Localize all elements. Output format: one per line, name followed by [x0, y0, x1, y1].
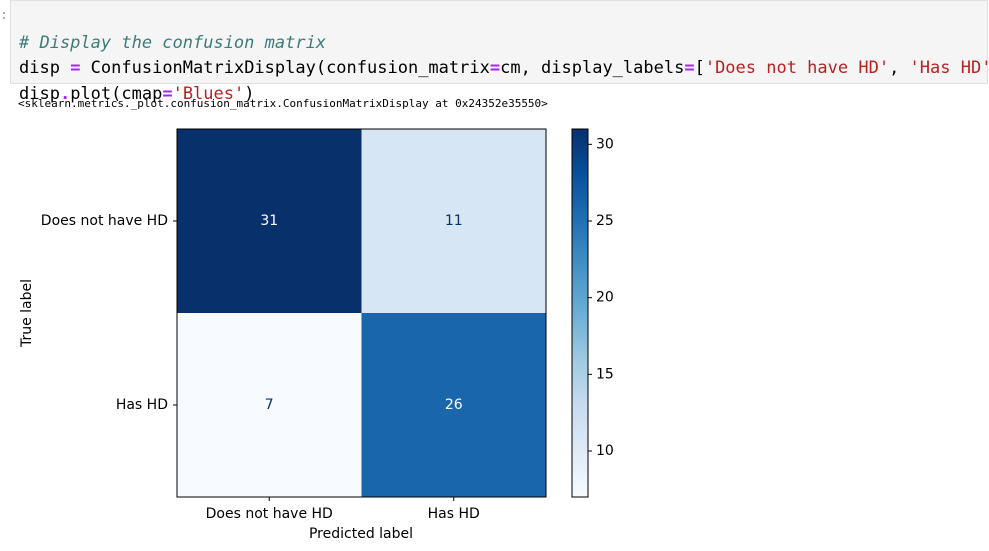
code-cell[interactable]: # Display the confusion matrix disp = Con…: [10, 0, 989, 104]
code: # Display the confusion matrix disp = Con…: [19, 5, 989, 158]
colorbar-tick-label: 20: [596, 290, 614, 306]
code-line: disp = ConfusionMatrixDisplay(confusion_…: [19, 56, 989, 82]
colorbar-tick-label: 15: [596, 366, 614, 382]
token: cm, display_labels: [500, 58, 685, 78]
x-tick-label: Does not have HD: [206, 506, 333, 522]
cell-label: 26: [445, 397, 463, 413]
heatmap-cell: [361, 313, 546, 497]
x-axis-label: Predicted label: [309, 526, 413, 542]
token: disp: [19, 58, 71, 78]
token: ConfusionMatrixDisplay(confusion_matrix: [80, 58, 490, 78]
cell-label: 31: [260, 213, 278, 229]
plot-frame: [176, 128, 547, 498]
y-tick-label: Does not have HD: [41, 213, 168, 229]
token: plot(cmap: [70, 83, 163, 104]
code-line: disp.plot(cmap='Blues'): [19, 82, 989, 108]
heatmap-cell: [177, 129, 362, 313]
prompt: :: [0, 8, 8, 23]
cell-label: 7: [265, 397, 274, 413]
token: =: [70, 58, 81, 78]
colorbar-tick-label: 25: [596, 213, 614, 229]
cell-label: 11: [445, 213, 463, 229]
token: ,: [889, 58, 910, 78]
token: 'Blues': [172, 83, 245, 104]
heatmap-cell: [177, 313, 362, 497]
token: .: [59, 83, 71, 104]
code-line: # Display the confusion matrix: [19, 31, 989, 57]
colorbar-tick-label: 10: [596, 443, 614, 459]
token: disp: [19, 83, 60, 104]
token: =: [162, 83, 173, 104]
y-tick-label: Has HD: [116, 397, 168, 413]
colorbar: [571, 128, 589, 498]
token: 'Has HD': [909, 58, 989, 78]
output-text: <sklearn.metrics._plot.confusion_matrix.…: [18, 97, 548, 110]
token: =: [489, 58, 501, 78]
token: 'Does not have HD': [704, 58, 890, 78]
x-tick-label: Has HD: [428, 506, 480, 522]
colorbar-tick-label: 30: [596, 136, 614, 152]
y-axis-label: True label: [19, 279, 35, 348]
heatmap-cell: [361, 129, 546, 313]
token: ): [244, 83, 255, 104]
token: =: [684, 58, 695, 78]
token: [: [694, 58, 705, 78]
comment: # Display the confusion matrix: [19, 32, 327, 53]
